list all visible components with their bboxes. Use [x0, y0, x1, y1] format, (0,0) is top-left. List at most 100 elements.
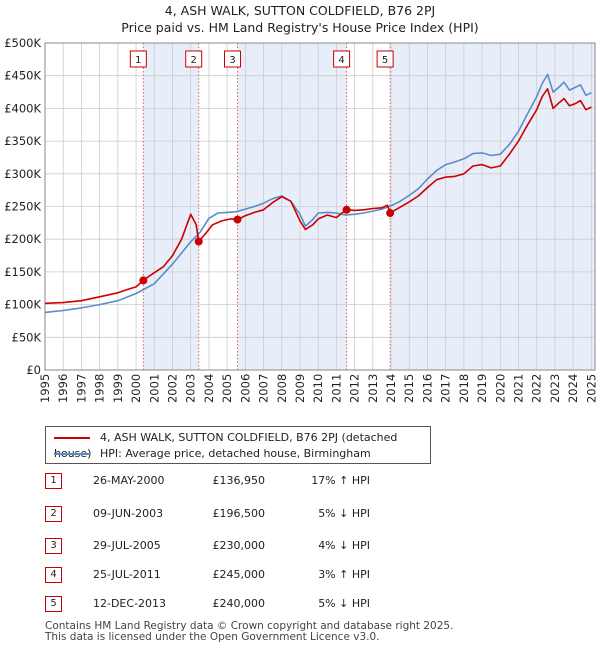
x-tick-label: 2011: [329, 374, 343, 403]
series-line-hpi: [44, 73, 592, 314]
footer-attribution: Contains HM Land Registry data © Crown c…: [45, 621, 453, 643]
x-tick-label: 2015: [402, 374, 416, 403]
table-row: 3 29-JUL-2005 £230,000 4% ↓ HPI: [45, 538, 565, 554]
sale-marker-label: 2: [191, 55, 197, 66]
row-price: £230,000: [212, 539, 266, 552]
row-date: 26-MAY-2000: [93, 474, 165, 487]
sale-point: [194, 237, 203, 246]
x-tick-label: 2002: [165, 374, 179, 403]
x-tick-label: 1998: [93, 374, 107, 403]
x-tick-label: 2017: [439, 374, 453, 403]
y-tick-label: £100K: [4, 298, 41, 312]
row-number-badge: 4: [45, 567, 62, 583]
legend-item-hpi: HPI: Average price, detached house, Birm…: [54, 446, 371, 462]
chart-title-block: 4, ASH WALK, SUTTON COLDFIELD, B76 2PJ P…: [0, 2, 600, 36]
row-number-badge: 5: [45, 596, 62, 612]
x-axis-ticks: 1995 1996 1997 1998 1999 2000 2001 2002 2003 2004…: [38, 374, 598, 403]
footer-line-licence: This data is licensed under the Open Gov…: [45, 631, 380, 643]
sale-marker-box: [376, 50, 394, 68]
row-date: 29-JUL-2005: [93, 539, 161, 552]
x-tick-label: 2010: [311, 374, 325, 403]
row-hpi-change: 5% ↓ HPI: [318, 597, 370, 610]
row-hpi-change: 5% ↓ HPI: [318, 507, 370, 520]
table-row: 5 12-DEC-2013 £240,000 5% ↓ HPI: [45, 596, 565, 612]
row-number-badge: 3: [45, 538, 62, 554]
sale-point: [233, 215, 242, 224]
sale-points: [139, 205, 395, 285]
x-tick-label: 2007: [257, 374, 271, 403]
sale-marker-label: 5: [382, 55, 388, 66]
x-tick-label: 1999: [111, 374, 125, 403]
legend-swatch-property: [54, 437, 90, 439]
x-tick-label: 2005: [220, 374, 234, 403]
y-tick-label: £400K: [4, 101, 41, 115]
x-tick-label: 2021: [512, 374, 526, 403]
y-tick-label: £300K: [4, 167, 41, 181]
y-tick-label: £200K: [4, 232, 41, 246]
row-hpi-change: 3% ↑ HPI: [318, 568, 370, 581]
legend-swatch-hpi: [54, 453, 90, 455]
y-axis-ticks: £0 £50K £100K £150K £200K £250K £300K £350K £400…: [4, 36, 41, 377]
plot-area-frame: [44, 42, 596, 371]
sale-marker-box: [185, 50, 203, 68]
sale-point: [386, 209, 395, 218]
x-tick-label: 2000: [129, 374, 143, 403]
footer-line-copyright: Contains HM Land Registry data © Crown c…: [45, 620, 454, 632]
x-tick-label: 2025: [584, 374, 598, 403]
x-tick-label: 2008: [275, 374, 289, 403]
sale-marker-box: [333, 50, 351, 68]
row-price: £240,000: [212, 597, 266, 610]
x-tick-label: 2020: [493, 374, 507, 403]
x-tick-label: 2006: [238, 374, 252, 403]
sale-marker-label: 1: [135, 55, 141, 66]
row-number-badge: 1: [45, 473, 62, 489]
sale-point: [342, 205, 351, 214]
row-price: £136,950: [212, 474, 266, 487]
row-date: 25-JUL-2011: [93, 568, 161, 581]
sale-markers: 1 2 3 4 5: [129, 50, 394, 68]
table-row: 1 26-MAY-2000 £136,950 17% ↑ HPI: [45, 473, 565, 489]
x-tick-label: 2018: [457, 374, 471, 403]
x-tick-label: 2004: [202, 374, 216, 403]
y-tick-label: £0: [26, 363, 41, 377]
x-tick-label: 2024: [566, 374, 580, 403]
row-number-badge: 2: [45, 506, 62, 522]
x-tick-label: 2009: [293, 374, 307, 403]
row-price: £245,000: [212, 568, 266, 581]
y-tick-label: £350K: [4, 134, 41, 148]
price-chart: 1 2 3 4 5 £0 £50K £100K £150K £200K £250K £300K £35…: [4, 36, 598, 403]
x-tick-label: 2019: [475, 374, 489, 403]
sale-marker-label: 3: [229, 55, 235, 66]
x-tick-label: 1997: [74, 374, 88, 403]
y-tick-label: £50K: [12, 330, 42, 344]
x-tick-label: 2014: [384, 374, 398, 403]
x-tick-label: 2023: [548, 374, 562, 403]
x-tick-label: 2013: [366, 374, 380, 403]
row-price: £196,500: [212, 507, 266, 520]
sale-marker-box: [224, 50, 241, 68]
sale-point: [139, 276, 148, 285]
table-row: 4 25-JUL-2011 £245,000 3% ↑ HPI: [45, 567, 565, 583]
sale-marker-box: [129, 50, 147, 68]
table-row: 2 09-JUN-2003 £196,500 5% ↓ HPI: [45, 506, 565, 522]
x-tick-label: 2022: [530, 374, 544, 403]
x-tick-label: 1996: [56, 374, 70, 403]
sale-marker-label: 4: [338, 55, 344, 66]
y-tick-label: £250K: [4, 200, 41, 214]
x-tick-label: 2016: [420, 374, 434, 403]
x-tick-label: 2001: [147, 374, 161, 403]
x-tick-label: 2003: [184, 374, 198, 403]
chart-title: 4, ASH WALK, SUTTON COLDFIELD, B76 2PJ: [164, 3, 436, 18]
row-date: 09-JUN-2003: [93, 507, 164, 520]
y-tick-label: £150K: [4, 265, 41, 279]
y-tick-label: £500K: [4, 36, 41, 50]
legend-label-hpi: HPI: Average price, detached house, Birm…: [100, 447, 371, 460]
row-hpi-change: 17% ↑ HPI: [311, 474, 370, 487]
x-tick-label: 2012: [348, 374, 362, 403]
legend: 4, ASH WALK, SUTTON COLDFIELD, B76 2PJ (…: [45, 426, 431, 464]
row-hpi-change: 4% ↓ HPI: [318, 539, 370, 552]
y-tick-label: £450K: [4, 69, 41, 83]
legend-item-property: 4, ASH WALK, SUTTON COLDFIELD, B76 2PJ (…: [54, 430, 430, 460]
chart-subtitle: Price paid vs. HM Land Registry's House …: [121, 20, 479, 35]
row-date: 12-DEC-2013: [93, 597, 167, 610]
